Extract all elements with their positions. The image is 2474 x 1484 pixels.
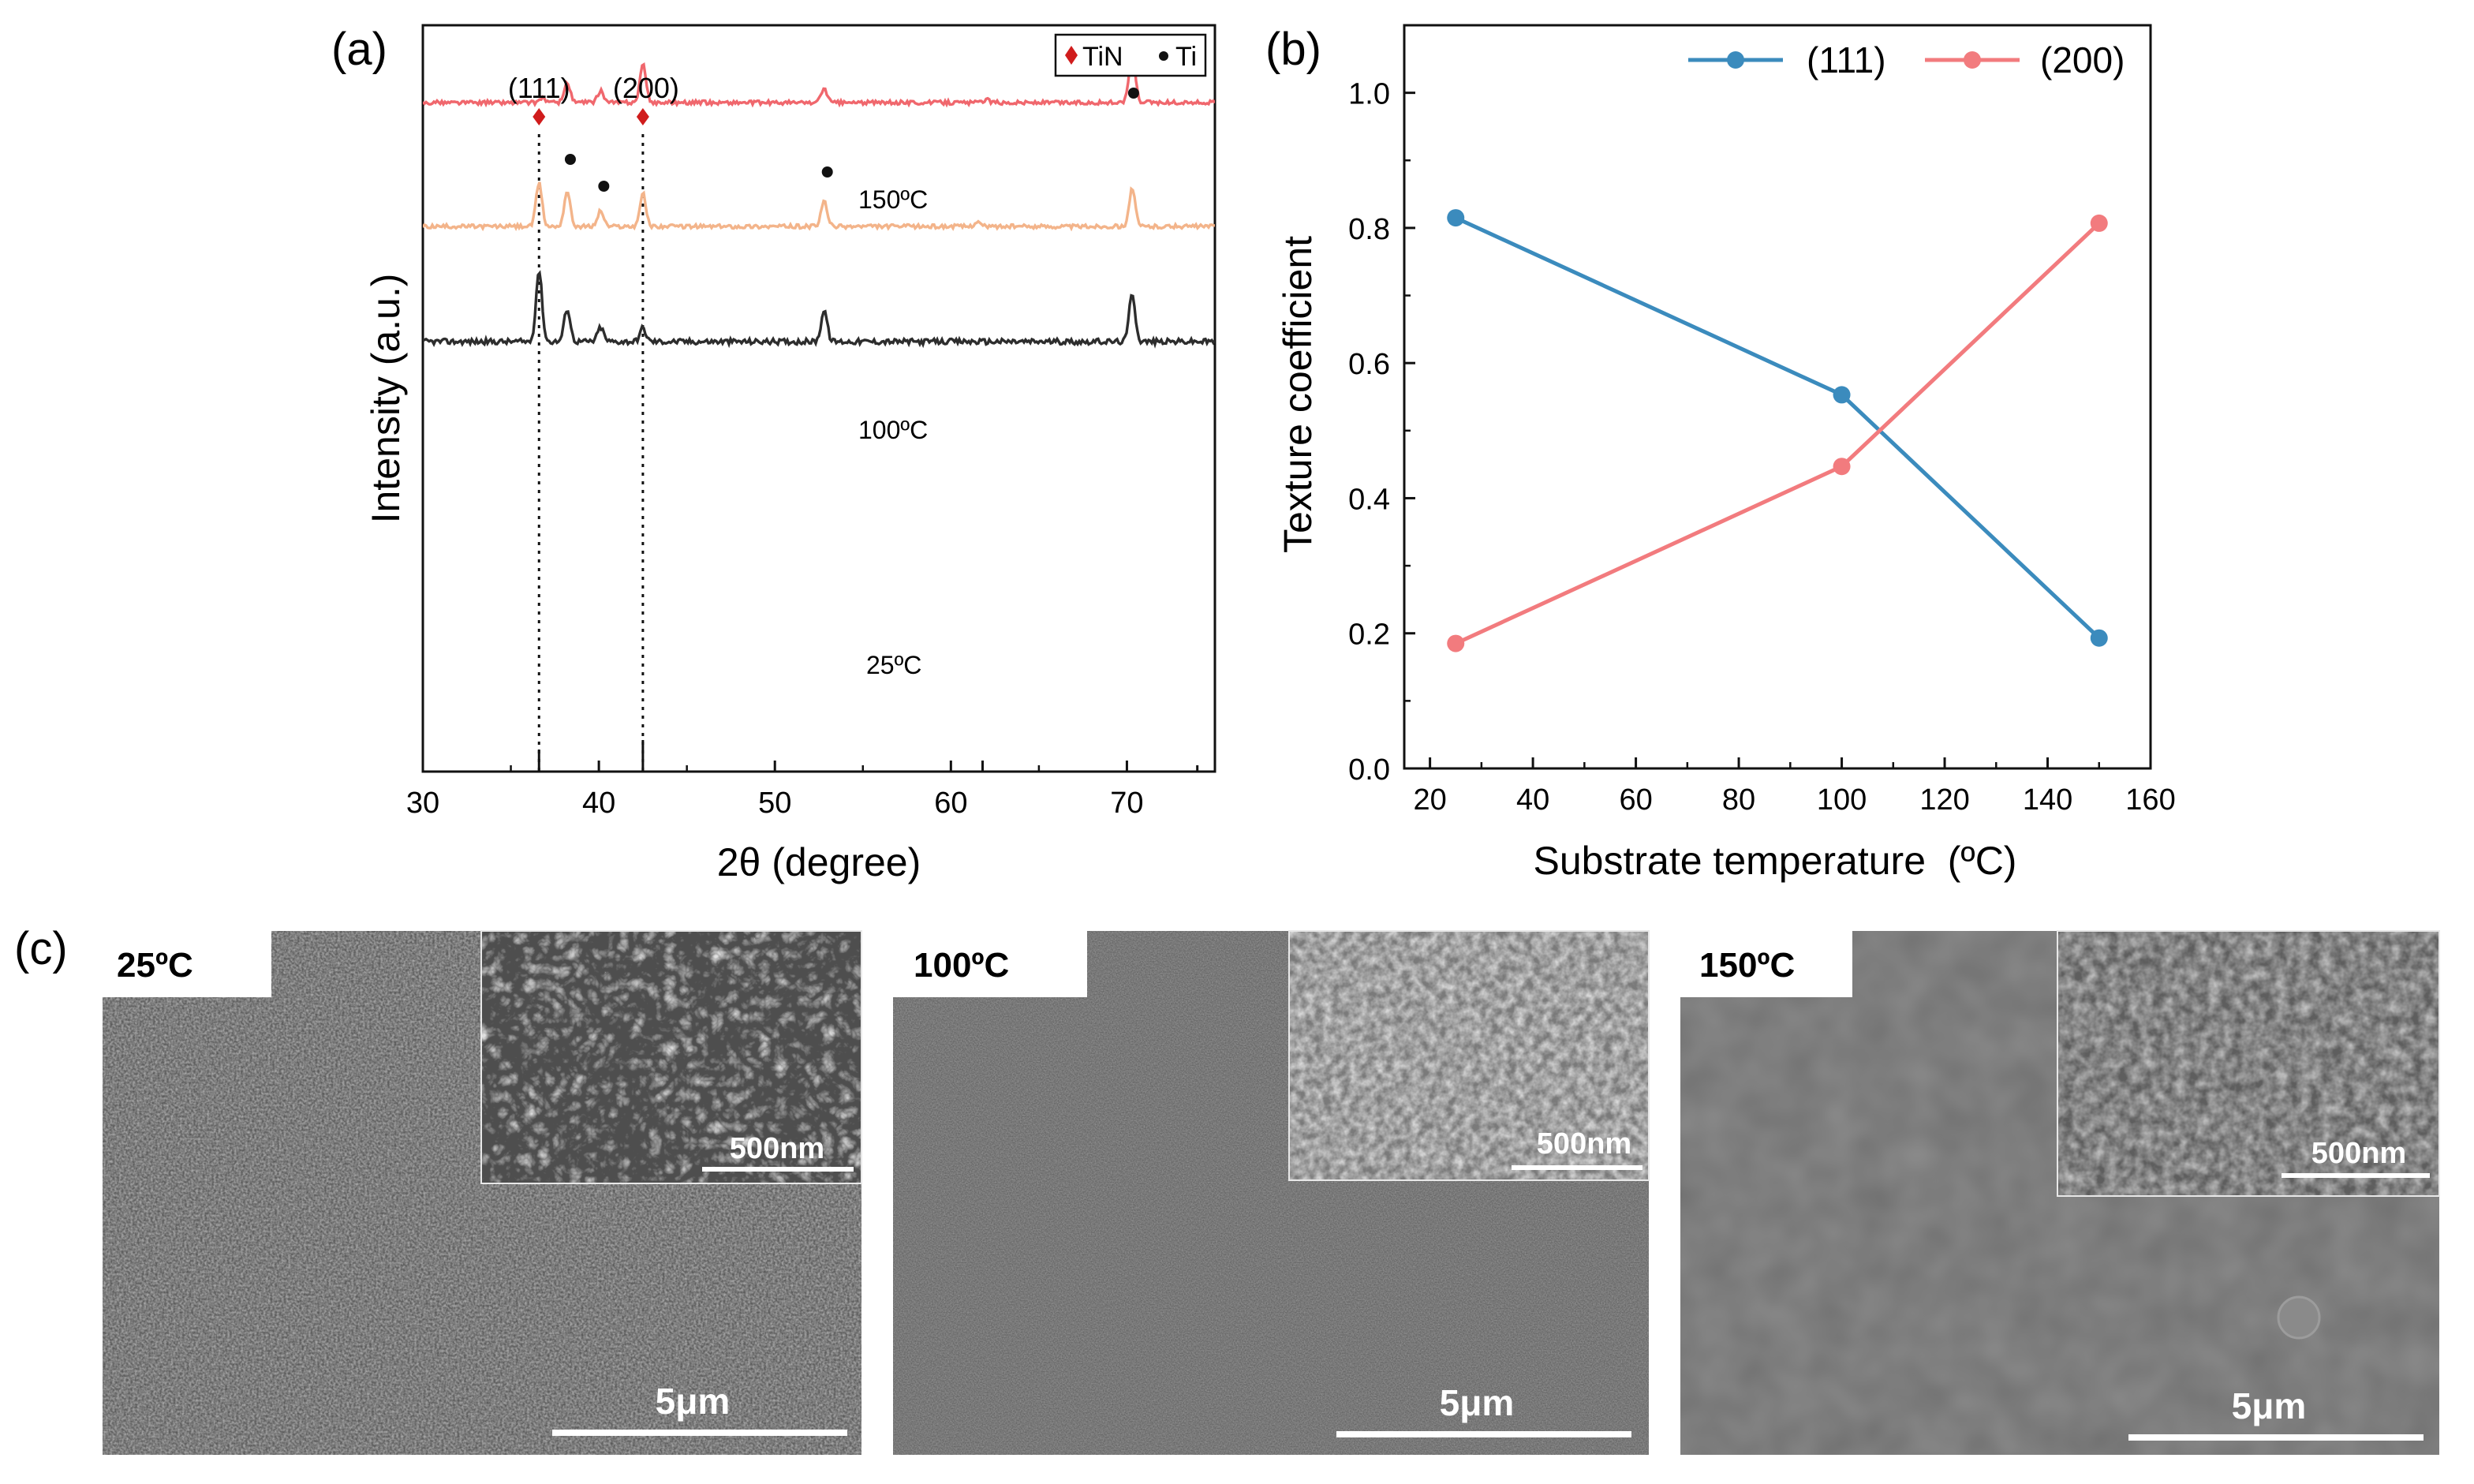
series-label-150C: 150ºC: [858, 185, 928, 214]
xrd-line-25C: [423, 270, 1215, 349]
y-tick-label: 0.8: [1348, 213, 1390, 246]
legend-marker-111: [1727, 51, 1744, 69]
plane-label-200: (200): [613, 72, 679, 104]
legend-marker-200: [1964, 51, 1981, 69]
panel-label-a: (a): [331, 24, 387, 75]
data-point-200: [2090, 214, 2108, 232]
xrd-line-150C: [423, 48, 1215, 108]
ti-dot-icon: [1159, 51, 1168, 61]
sem-inset-100C: 500nm: [1288, 930, 1650, 1181]
texture-panel: (b) 0.0 0.2 0.4 0.6 0.8 1.0 20 40 60 80 100 120 140…: [1265, 24, 2176, 883]
x-tick-label: 70: [1110, 787, 1143, 820]
main-scale-text: 5μm: [656, 1381, 731, 1422]
xrd-x-axis-title: 2θ (degree): [717, 840, 921, 884]
main-scale-text: 5μm: [1440, 1382, 1515, 1423]
x-tick-label: 80: [1722, 783, 1755, 817]
main-scale-text: 5μm: [2232, 1385, 2307, 1426]
sem-label-box: [1680, 931, 1852, 997]
xrd-legend: TiN Ti: [1054, 33, 1207, 77]
inset-scale-text: 500nm: [730, 1132, 824, 1165]
inset-scale-text: 500nm: [2311, 1137, 2406, 1170]
data-point-200: [1833, 458, 1851, 476]
x-tick-label: 20: [1413, 783, 1446, 817]
sem-label-25C: 25ºC: [117, 946, 193, 985]
panel-label-b: (b): [1265, 24, 1321, 75]
x-tick-label: 140: [2023, 783, 2072, 817]
x-tick-label: 40: [582, 787, 615, 820]
sem-image-25C: 25ºC 500nm 5μm: [103, 930, 862, 1455]
plane-label-111: (111): [508, 72, 570, 104]
ti-dot-icon: [821, 166, 833, 178]
y-tick-label: 0.2: [1348, 619, 1390, 652]
tin-diamond-icon: [636, 108, 649, 125]
sem-label-box: [893, 931, 1087, 997]
sem-label-150C: 150ºC: [1699, 946, 1795, 985]
series-label-100C: 100ºC: [858, 416, 928, 444]
series-line-200: [1455, 222, 2101, 645]
sem-image-150C: 150ºC 500nm 5μm: [1680, 930, 2440, 1455]
xrd-panel: (a) 150ºC 100ºC 25ºC (111) (200) TiN Ti: [331, 24, 1216, 884]
sem-inset-25C: 500nm: [480, 930, 862, 1184]
data-point-111: [1833, 386, 1851, 404]
sem-image-100C: 100ºC 500nm 5μm: [893, 930, 1650, 1455]
x-tick-label: 120: [1919, 783, 1969, 817]
sem-panel: (c) 25ºC 500nm 5μm 100ºC: [14, 923, 2440, 1455]
legend-box: [1054, 33, 1207, 77]
data-point-111: [2090, 629, 2108, 647]
x-tick-label: 60: [934, 787, 967, 820]
ti-dot-icon: [598, 181, 610, 192]
legend-label-ti: Ti: [1175, 42, 1197, 72]
ti-dot-icon: [564, 154, 576, 165]
panel-label-c: (c): [14, 923, 68, 974]
x-tick-label: 60: [1619, 783, 1652, 817]
texture-x-axis-title: Substrate temperature (ºC): [1534, 839, 2017, 883]
x-tick-label: 100: [1817, 783, 1867, 817]
y-tick-label: 0.4: [1348, 483, 1390, 516]
tin-diamond-icon: [1065, 46, 1078, 65]
ti-dot-icon: [1127, 88, 1139, 99]
sem-inset-150C: 500nm: [2057, 930, 2440, 1197]
legend-label-tin: TiN: [1082, 42, 1123, 72]
xrd-plot-frame: [421, 24, 1216, 773]
sem-label-100C: 100ºC: [914, 946, 1009, 985]
texture-legend: (111) (200): [1688, 39, 2125, 80]
y-tick-label: 0.0: [1348, 753, 1390, 787]
tin-diamond-icon: [533, 108, 546, 125]
data-point-200: [1447, 634, 1465, 652]
x-tick-label: 40: [1516, 783, 1549, 817]
y-tick-label: 0.6: [1348, 348, 1390, 381]
y-tick-label: 1.0: [1348, 78, 1390, 111]
x-tick-label: 160: [2125, 783, 2175, 817]
sem-label-box: [103, 931, 271, 997]
legend-label-111: (111): [1807, 39, 1886, 80]
texture-plot-frame: [1403, 24, 2152, 770]
texture-y-axis-title: Texture coefficient: [1276, 236, 1320, 553]
data-point-111: [1447, 209, 1465, 227]
x-tick-label: 50: [758, 787, 791, 820]
series-label-25C: 25ºC: [866, 651, 921, 679]
series-line-111: [1455, 215, 2101, 640]
legend-label-200: (200): [2040, 39, 2125, 80]
inset-scale-text: 500nm: [1537, 1127, 1631, 1161]
xrd-line-100C: [423, 181, 1215, 232]
x-tick-label: 30: [406, 787, 439, 820]
xrd-y-axis-title: Intensity (a.u.): [364, 274, 408, 524]
